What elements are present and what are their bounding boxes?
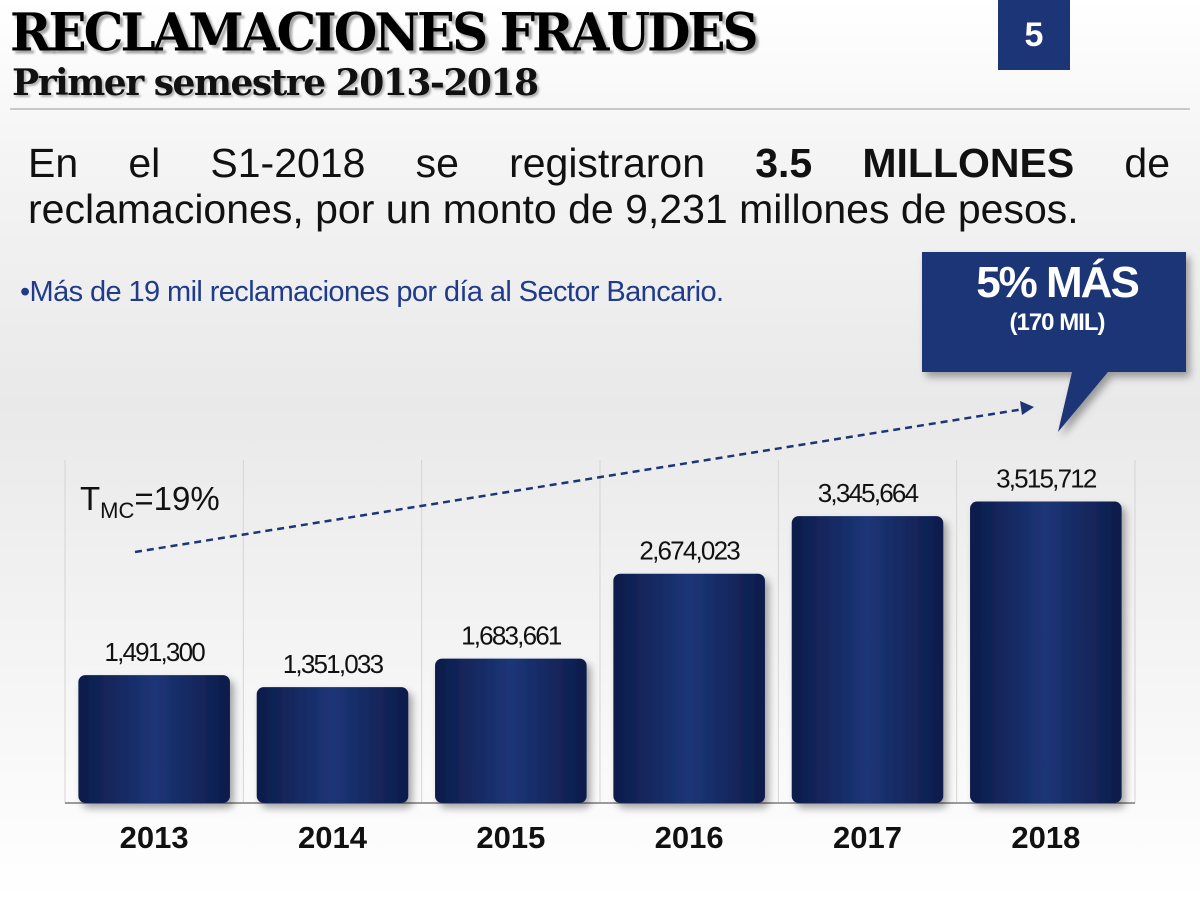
chart-data-label: 3,515,712 (996, 464, 1097, 494)
headline-highlight: 3.5 MILLONES (755, 140, 1075, 186)
page-number-badge: 5 (998, 0, 1070, 70)
chart-data-label: 1,351,033 (283, 649, 384, 679)
chart-x-tick-label: 2014 (298, 820, 368, 855)
chart-data-label: 3,345,664 (818, 478, 919, 508)
chart-data-label: 1,491,300 (104, 637, 205, 667)
page-subtitle: Primer semestre 2013-2018 (12, 62, 539, 104)
chart-x-tick-label: 2016 (655, 820, 724, 855)
trend-annotation: TMC=19% (80, 401, 1034, 554)
chart-bar (791, 516, 944, 803)
title-divider (10, 108, 1190, 110)
chart-x-tick-label: 2015 (476, 820, 545, 855)
trend-arrow-icon (1020, 401, 1034, 415)
chart-gridlines (64, 460, 1136, 804)
callout-main-text: 5% MÁS (976, 258, 1140, 307)
chart-bar (613, 573, 765, 803)
chart-bar (435, 658, 587, 803)
callout-text: 5% MÁS (170 MIL) (926, 258, 1188, 338)
chart-data-label: 1,683,661 (461, 621, 562, 651)
bullet-point: •Más de 19 mil reclamaciones por día al … (20, 276, 724, 308)
chart-bar (78, 675, 230, 803)
callout-bubble (922, 252, 1186, 432)
chart-x-tick-label: 2018 (1011, 820, 1080, 855)
headline-text: En el S1-2018 se registraron 3.5 MILLONE… (28, 140, 1170, 232)
chart-bar (970, 501, 1122, 803)
headline-part1: En el S1-2018 se registraron (28, 140, 756, 186)
trend-label: TMC=19% (80, 480, 220, 523)
chart-bars (78, 501, 1122, 803)
page-title: RECLAMACIONES FRAUDES (10, 0, 759, 63)
chart-data-label: 2,674,023 (639, 536, 740, 566)
chart-bar (256, 687, 409, 803)
chart-x-tick-label: 2013 (120, 820, 189, 855)
callout-sub-text: (170 MIL) (1009, 309, 1105, 336)
headline-part2: de reclamaciones, por un monto de 9,231 … (28, 140, 1170, 232)
chart-labels: 1,491,300 2013 1,351,033 2014 1,683,661 2015 2… (104, 464, 1098, 855)
chart-x-tick-label: 2017 (833, 820, 902, 855)
